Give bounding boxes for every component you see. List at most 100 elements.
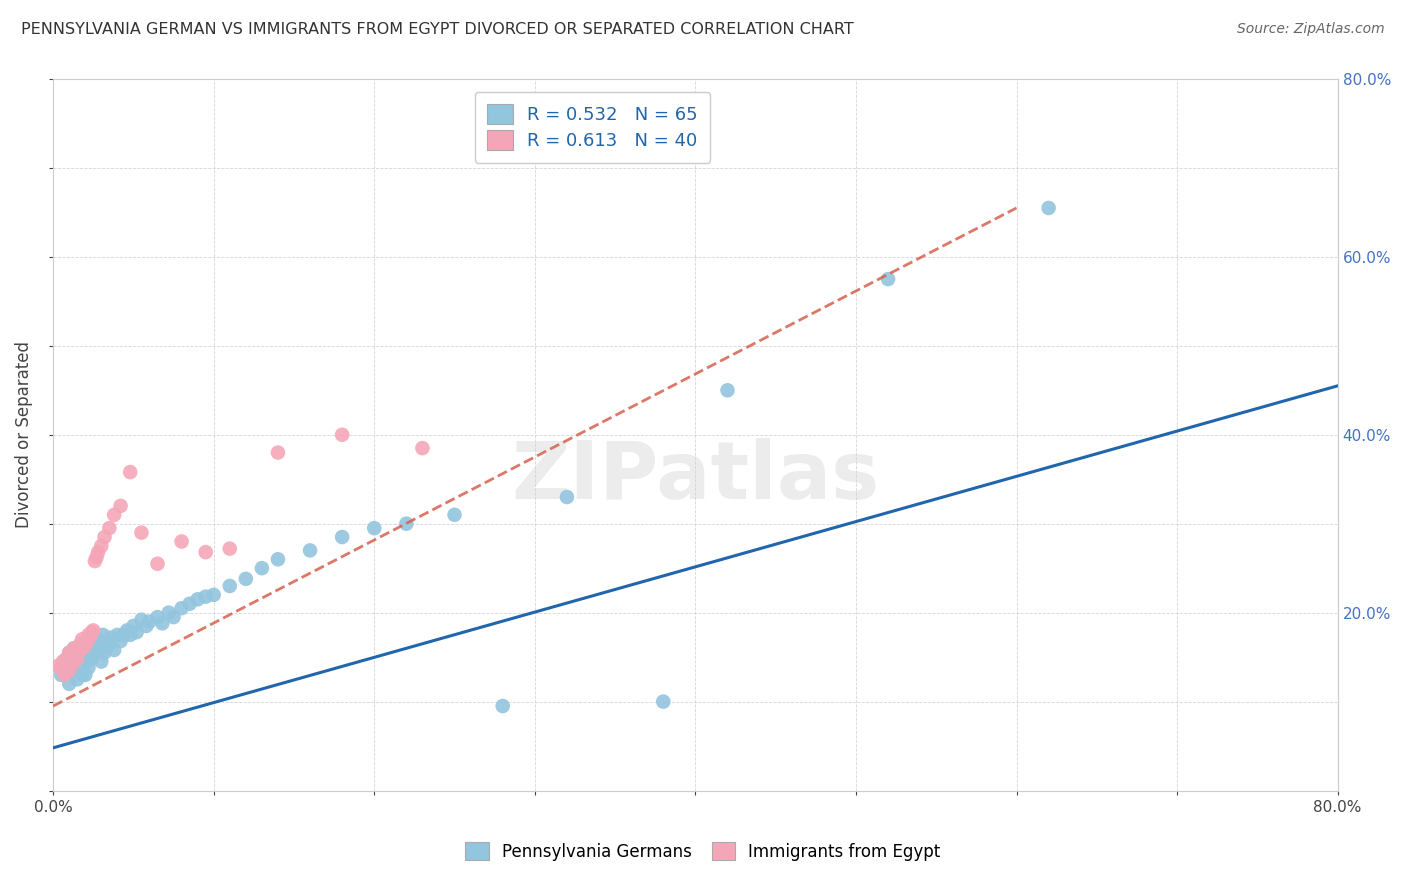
Point bbox=[120, 465, 142, 479]
Point bbox=[235, 572, 257, 586]
Point bbox=[79, 646, 101, 660]
Point bbox=[194, 545, 217, 559]
Point bbox=[67, 640, 90, 654]
Point bbox=[72, 637, 94, 651]
Point bbox=[146, 557, 169, 571]
Point bbox=[70, 632, 93, 647]
Point bbox=[58, 677, 80, 691]
Point bbox=[716, 384, 738, 398]
Point bbox=[76, 634, 98, 648]
Point bbox=[79, 631, 101, 645]
Point bbox=[115, 624, 138, 638]
Point bbox=[86, 550, 108, 565]
Point bbox=[82, 624, 104, 638]
Point bbox=[150, 616, 173, 631]
Point bbox=[59, 650, 82, 665]
Point bbox=[69, 637, 91, 651]
Point bbox=[58, 664, 80, 678]
Point bbox=[110, 499, 132, 513]
Point bbox=[202, 588, 225, 602]
Point bbox=[77, 661, 100, 675]
Point bbox=[218, 541, 240, 556]
Point bbox=[395, 516, 418, 531]
Point bbox=[80, 625, 103, 640]
Point bbox=[100, 631, 122, 645]
Point bbox=[67, 659, 90, 673]
Text: PENNSYLVANIA GERMAN VS IMMIGRANTS FROM EGYPT DIVORCED OR SEPARATED CORRELATION C: PENNSYLVANIA GERMAN VS IMMIGRANTS FROM E… bbox=[21, 22, 853, 37]
Point bbox=[1038, 201, 1060, 215]
Point bbox=[77, 628, 100, 642]
Point bbox=[51, 668, 73, 682]
Point bbox=[56, 657, 79, 672]
Point bbox=[120, 628, 142, 642]
Point bbox=[194, 590, 217, 604]
Point bbox=[58, 646, 80, 660]
Point bbox=[75, 640, 97, 654]
Point bbox=[555, 490, 578, 504]
Legend: R = 0.532   N = 65, R = 0.613   N = 40: R = 0.532 N = 65, R = 0.613 N = 40 bbox=[475, 92, 710, 163]
Point bbox=[103, 643, 125, 657]
Point bbox=[58, 646, 80, 660]
Point bbox=[218, 579, 240, 593]
Point bbox=[63, 641, 86, 656]
Point bbox=[83, 646, 105, 660]
Point bbox=[60, 664, 83, 678]
Point bbox=[66, 652, 89, 666]
Point bbox=[75, 668, 97, 682]
Point bbox=[363, 521, 385, 535]
Point bbox=[93, 530, 115, 544]
Point bbox=[103, 508, 125, 522]
Point bbox=[91, 628, 114, 642]
Point bbox=[76, 655, 98, 669]
Point bbox=[77, 632, 100, 647]
Point bbox=[69, 643, 91, 657]
Point bbox=[187, 592, 209, 607]
Text: Source: ZipAtlas.com: Source: ZipAtlas.com bbox=[1237, 22, 1385, 37]
Point bbox=[80, 652, 103, 666]
Point bbox=[87, 632, 110, 647]
Point bbox=[131, 525, 153, 540]
Point bbox=[112, 628, 135, 642]
Point bbox=[90, 539, 112, 553]
Point bbox=[55, 652, 77, 666]
Point bbox=[877, 272, 900, 286]
Point bbox=[125, 625, 148, 640]
Point bbox=[170, 601, 193, 615]
Point bbox=[122, 619, 145, 633]
Point bbox=[60, 657, 83, 672]
Point bbox=[53, 668, 76, 682]
Point bbox=[86, 637, 108, 651]
Point bbox=[162, 610, 184, 624]
Point bbox=[135, 619, 157, 633]
Point bbox=[652, 695, 675, 709]
Point bbox=[72, 652, 94, 666]
Point bbox=[94, 641, 117, 656]
Point bbox=[55, 655, 77, 669]
Point bbox=[83, 554, 105, 568]
Point bbox=[66, 673, 89, 687]
Point bbox=[411, 441, 433, 455]
Point bbox=[98, 637, 121, 651]
Point bbox=[330, 530, 353, 544]
Point bbox=[131, 613, 153, 627]
Point bbox=[90, 655, 112, 669]
Point bbox=[98, 521, 121, 535]
Point bbox=[51, 661, 73, 675]
Point bbox=[65, 646, 87, 660]
Point bbox=[110, 634, 132, 648]
Point bbox=[82, 641, 104, 656]
Point bbox=[52, 655, 75, 669]
Point bbox=[267, 552, 290, 566]
Point bbox=[250, 561, 273, 575]
Point bbox=[75, 641, 97, 656]
Point bbox=[93, 646, 115, 660]
Point bbox=[330, 427, 353, 442]
Point bbox=[66, 650, 89, 665]
Point bbox=[87, 545, 110, 559]
Point bbox=[46, 659, 69, 673]
Legend: Pennsylvania Germans, Immigrants from Egypt: Pennsylvania Germans, Immigrants from Eg… bbox=[458, 836, 948, 868]
Point bbox=[492, 699, 515, 714]
Point bbox=[146, 610, 169, 624]
Point bbox=[105, 628, 128, 642]
Point bbox=[267, 445, 290, 459]
